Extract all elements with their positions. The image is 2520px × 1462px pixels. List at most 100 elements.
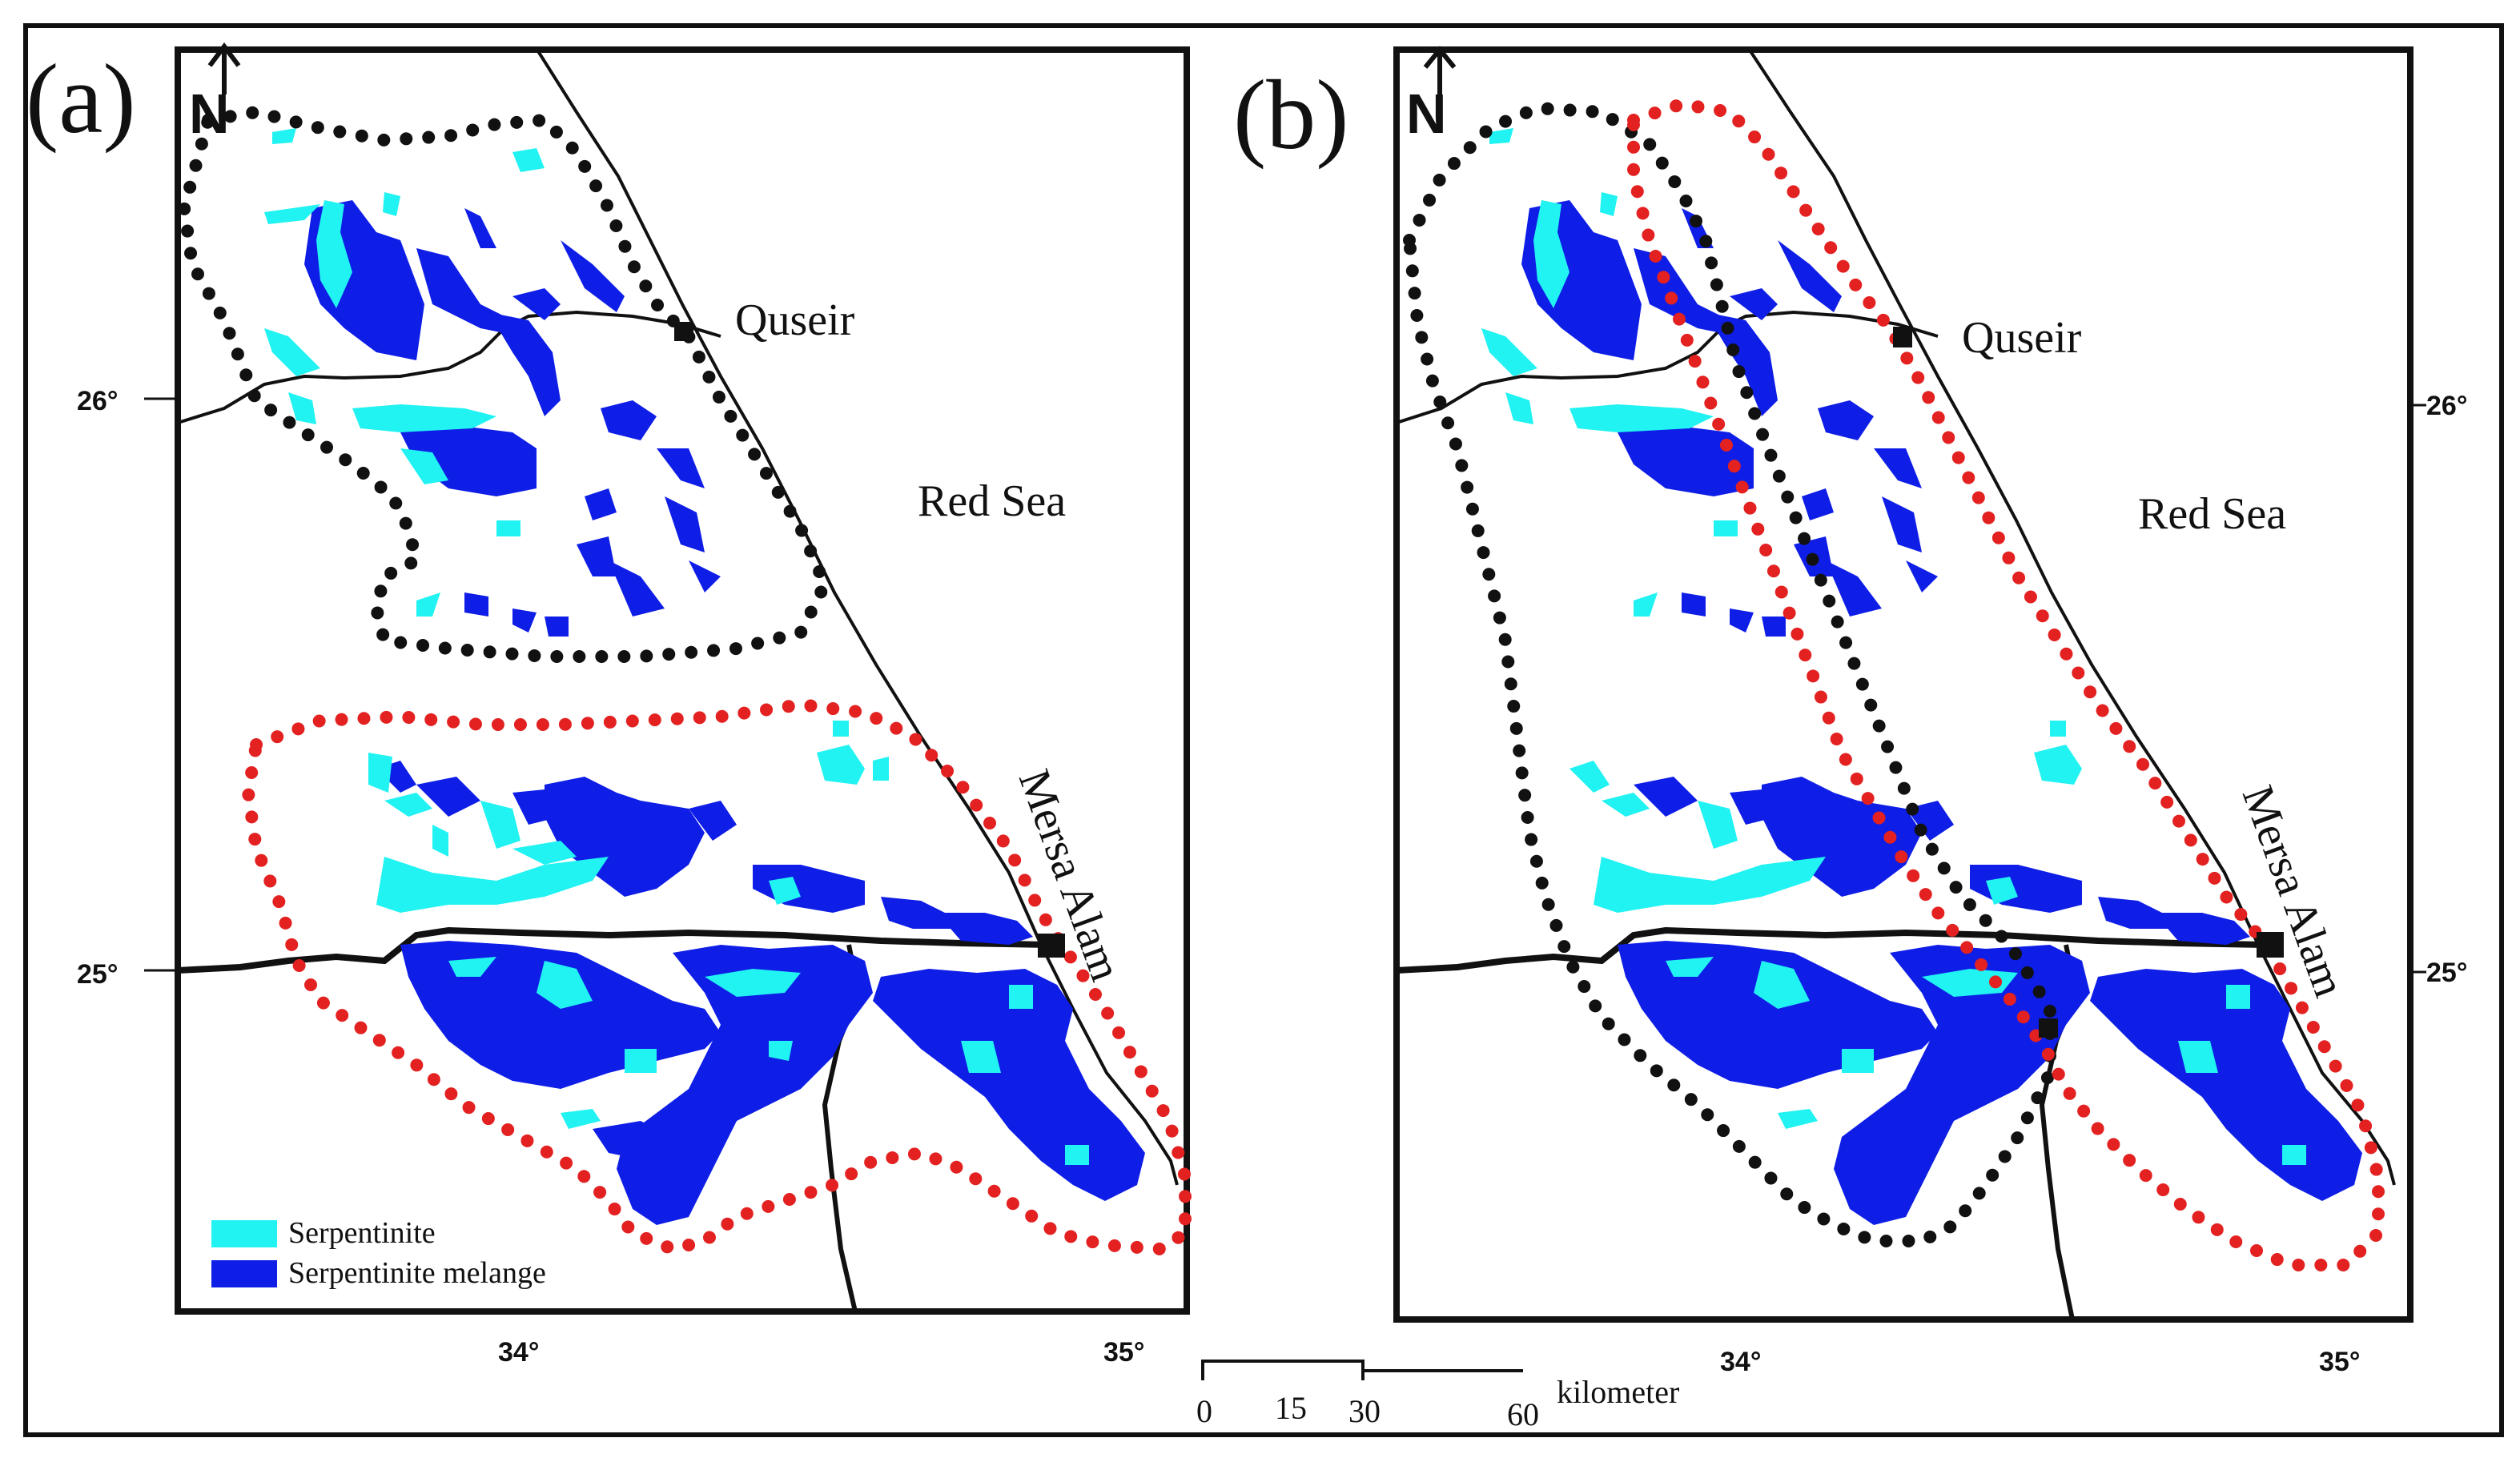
serpentinite-body bbox=[1698, 801, 1738, 849]
road-north-b bbox=[1396, 310, 1939, 424]
serpentinite-body bbox=[873, 757, 889, 781]
serpentinite-body bbox=[1666, 957, 1714, 977]
melange-body bbox=[873, 969, 1145, 1201]
serpentinite-body bbox=[2050, 721, 2066, 737]
quseir-marker-a bbox=[674, 322, 693, 341]
panel-a: (a) N Quseir Red Sea Mersa Alam 26° 25° … bbox=[26, 42, 1192, 1368]
north-label-b: N bbox=[1406, 82, 1447, 145]
lat-tick-25-b: 25° bbox=[2426, 958, 2467, 988]
melange-body bbox=[512, 288, 561, 320]
road-north-a bbox=[177, 310, 721, 424]
junction-marker-b bbox=[2039, 1018, 2058, 1038]
serpentinite-body bbox=[288, 392, 316, 424]
melange-body bbox=[1706, 312, 1778, 416]
serpentinite-body bbox=[537, 961, 593, 1009]
melange-body bbox=[593, 1121, 673, 1161]
serpentinite-body bbox=[769, 1041, 793, 1061]
place-red-sea-a: Red Sea bbox=[918, 476, 1066, 526]
serpentinite-body bbox=[1986, 877, 2018, 905]
serpentinite-body bbox=[2178, 1041, 2218, 1073]
scale-tick-15: 15 bbox=[1275, 1390, 1307, 1426]
serpentinite-body bbox=[480, 801, 520, 849]
scale-bar-line bbox=[1201, 1360, 1523, 1380]
melange-body bbox=[1730, 608, 1754, 633]
place-quseir-b: Quseir bbox=[1962, 313, 2082, 363]
scale-tick-60: 60 bbox=[1507, 1396, 1539, 1432]
serpentinite-body bbox=[1602, 793, 1650, 817]
panel-letter-a: (a) bbox=[26, 44, 136, 154]
lat-tick-26-a: 26° bbox=[77, 386, 118, 416]
melange-body bbox=[512, 608, 537, 633]
serpentinite-body bbox=[400, 448, 448, 484]
scale-unit: kilometer bbox=[1557, 1374, 1679, 1410]
melange-body bbox=[1618, 424, 1754, 496]
melange-body bbox=[1826, 560, 1882, 617]
red-dotted-outline-b bbox=[1627, 97, 2385, 1271]
melange-body bbox=[2090, 969, 2362, 1201]
melange-body bbox=[2098, 897, 2170, 929]
melange-body bbox=[689, 801, 737, 841]
serpentinite-body bbox=[352, 404, 496, 432]
serpentinite-body bbox=[512, 841, 577, 865]
road-25-b bbox=[1396, 926, 2267, 974]
melange-body bbox=[400, 424, 537, 496]
melange-body bbox=[464, 592, 488, 617]
melange-body bbox=[689, 560, 721, 592]
serpentinite-body bbox=[368, 753, 392, 793]
melange-body bbox=[1906, 560, 1938, 592]
lon-tick-35-a: 35° bbox=[1103, 1337, 1144, 1368]
serpentinite-body bbox=[496, 520, 520, 536]
melange-body bbox=[1730, 288, 1778, 320]
melange-body bbox=[1778, 240, 1842, 312]
legend-label-serpentinite: Serpentinite bbox=[288, 1216, 436, 1250]
serpentinite-body bbox=[1065, 1145, 1089, 1165]
melange-body bbox=[1634, 777, 1698, 817]
serpentinite-body bbox=[384, 793, 432, 817]
melange-body bbox=[617, 945, 873, 1225]
serpentinite-body bbox=[705, 969, 801, 997]
melange-body bbox=[1682, 592, 1706, 617]
serpentinite-body bbox=[264, 328, 320, 376]
melange-body bbox=[657, 448, 705, 488]
melange-body bbox=[545, 617, 569, 637]
scale-bar: 0 15 30 60 kilometer bbox=[1196, 1360, 1679, 1432]
serpentinite-body bbox=[416, 592, 440, 617]
serpentinite-bodies-a bbox=[264, 128, 1089, 1165]
serpentinite-body bbox=[1634, 592, 1658, 617]
serpentinite-body bbox=[1842, 1049, 1874, 1073]
serpentinite-body bbox=[1714, 520, 1738, 536]
serpentinite-body bbox=[264, 204, 320, 224]
serpentinite-body bbox=[2034, 745, 2082, 785]
melange-body bbox=[577, 536, 617, 576]
mersa-alam-marker-a bbox=[1038, 934, 1065, 958]
melange-body bbox=[937, 913, 1033, 945]
serpentinite-body bbox=[833, 721, 849, 737]
melange-body bbox=[1802, 488, 1834, 520]
serpentinite-body bbox=[448, 957, 496, 977]
serpentinite-body bbox=[1505, 392, 1533, 424]
serpentinite-body bbox=[817, 745, 865, 785]
legend-label-melange: Serpentinite melange bbox=[288, 1256, 546, 1290]
legend: Serpentinite Serpentinite melange bbox=[211, 1216, 546, 1290]
place-red-sea-b: Red Sea bbox=[2138, 489, 2286, 539]
melange-body bbox=[1762, 617, 1786, 637]
serpentinite-body bbox=[769, 877, 801, 905]
red-dotted-outline-a bbox=[241, 697, 1192, 1256]
coastline-a bbox=[537, 50, 1179, 1186]
legend-swatch-serpentinite bbox=[211, 1220, 277, 1247]
serpentinite-body bbox=[432, 825, 448, 857]
serpentinite-body bbox=[1569, 761, 1610, 793]
serpentinite-body bbox=[2226, 985, 2250, 1009]
melange-body bbox=[561, 240, 625, 312]
lon-tick-35-b: 35° bbox=[2319, 1347, 2360, 1377]
melange-body bbox=[2154, 913, 2250, 945]
serpentinite-body bbox=[1754, 961, 1810, 1009]
serpentinite-body bbox=[1600, 192, 1618, 216]
serpentinite-body bbox=[383, 192, 400, 216]
mersa-alam-marker-b bbox=[2257, 932, 2284, 958]
place-quseir-a: Quseir bbox=[735, 295, 855, 345]
lon-tick-34-b: 34° bbox=[1720, 1347, 1761, 1377]
melange-body bbox=[881, 897, 953, 929]
scale-tick-30: 30 bbox=[1348, 1393, 1381, 1429]
